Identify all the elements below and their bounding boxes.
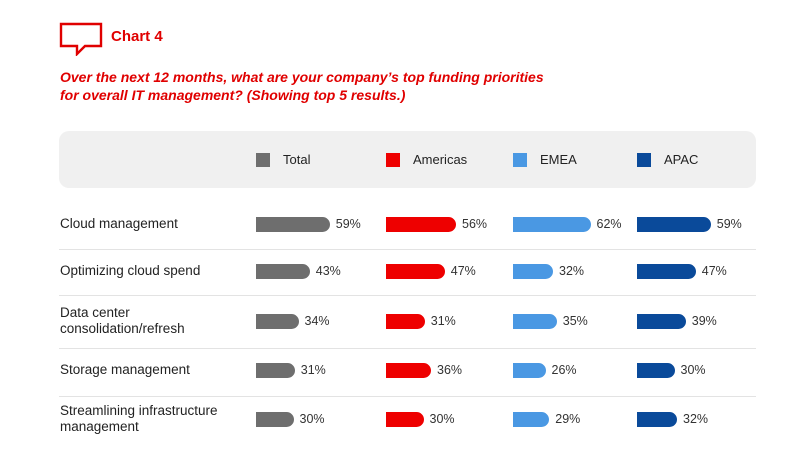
question-line: Over the next 12 months, what are your c… xyxy=(60,69,544,85)
bar-total xyxy=(256,411,294,427)
bar-value-label: 43% xyxy=(315,263,341,278)
row-divider xyxy=(59,396,756,397)
chat-bubble-icon xyxy=(59,22,103,56)
category-label-line: Cloud management xyxy=(60,216,178,231)
row-divider xyxy=(59,249,756,250)
bar-apac xyxy=(637,411,677,427)
bar-value-label: 31% xyxy=(430,313,456,328)
bar-value-label: 30% xyxy=(680,362,706,377)
legend-item-americas: Americas xyxy=(386,131,467,188)
bar-total xyxy=(256,362,295,378)
bar-value-label: 34% xyxy=(304,313,330,328)
bar-value-label: 35% xyxy=(562,313,588,328)
legend-item-total: Total xyxy=(256,131,310,188)
bar-value-label: 31% xyxy=(300,362,326,377)
bar-apac xyxy=(637,263,696,279)
bar-apac xyxy=(637,313,686,329)
legend-label: APAC xyxy=(664,152,699,167)
bar-value-label: 30% xyxy=(299,411,325,426)
bar-americas xyxy=(386,362,431,378)
bar-apac xyxy=(637,362,675,378)
bar-emea xyxy=(513,313,557,329)
category-label-line: Storage management xyxy=(60,362,190,377)
bar-emea xyxy=(513,362,546,378)
legend-swatch xyxy=(256,152,270,167)
legend: Total Americas EMEA APAC xyxy=(59,131,756,188)
bar-value-label: 59% xyxy=(716,216,742,231)
bar-americas xyxy=(386,216,456,232)
bar-total xyxy=(256,313,299,329)
category-label: Streamlining infrastructure management xyxy=(60,403,218,435)
legend-label: Total xyxy=(283,152,311,167)
bar-value-label: 32% xyxy=(559,263,585,278)
legend-item-emea: EMEA xyxy=(513,131,577,188)
question-line: for overall IT management? (Showing top … xyxy=(60,87,406,103)
bar-value-label: 30% xyxy=(429,411,455,426)
bar-value-label: 56% xyxy=(462,216,488,231)
bar-apac xyxy=(637,216,711,232)
bar-value-label: 32% xyxy=(683,411,709,426)
bar-total xyxy=(256,263,310,279)
bar-total xyxy=(256,216,330,232)
legend-swatch xyxy=(513,152,527,167)
bar-value-label: 36% xyxy=(437,362,463,377)
category-label: Cloud management xyxy=(60,216,178,232)
category-label: Data center consolidation/refresh xyxy=(60,305,185,337)
legend-label: Americas xyxy=(413,152,468,167)
category-label: Optimizing cloud spend xyxy=(60,263,200,279)
category-label-line: Optimizing cloud spend xyxy=(60,263,201,278)
bar-value-label: 62% xyxy=(596,216,622,231)
bar-value-label: 39% xyxy=(691,313,717,328)
bar-value-label: 26% xyxy=(551,362,577,377)
row-divider xyxy=(59,295,756,296)
legend-label: EMEA xyxy=(540,152,577,167)
category-label: Storage management xyxy=(60,362,190,378)
row-divider xyxy=(59,348,756,349)
category-label-line: management xyxy=(60,419,139,434)
chart-label: Chart 4 xyxy=(111,28,163,45)
legend-swatch xyxy=(386,152,400,167)
bar-americas xyxy=(386,313,425,329)
chart-question: Over the next 12 months, what are your c… xyxy=(60,68,620,104)
bar-emea xyxy=(513,411,550,427)
bar-value-label: 47% xyxy=(701,263,727,278)
bar-americas xyxy=(386,263,445,279)
bar-americas xyxy=(386,411,424,427)
category-label-line: consolidation/refresh xyxy=(60,321,185,336)
legend-swatch xyxy=(637,152,651,167)
bar-value-label: 29% xyxy=(555,411,581,426)
category-label-line: Streamlining infrastructure xyxy=(60,403,218,418)
legend-item-apac: APAC xyxy=(637,131,698,188)
bar-emea xyxy=(513,263,553,279)
bar-value-label: 59% xyxy=(335,216,361,231)
bar-value-label: 47% xyxy=(450,263,476,278)
bar-emea xyxy=(513,216,591,232)
category-label-line: Data center xyxy=(60,305,130,320)
